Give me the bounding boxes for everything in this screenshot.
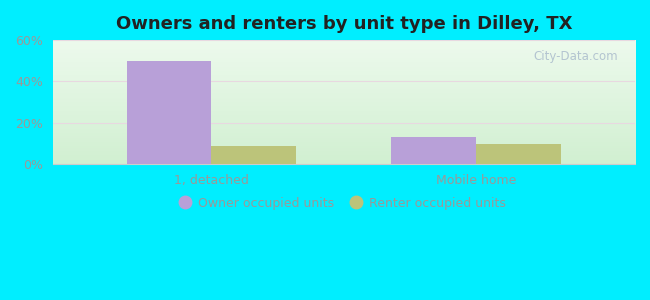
Legend: Owner occupied units, Renter occupied units: Owner occupied units, Renter occupied un… [181,197,506,210]
Text: City-Data.com: City-Data.com [533,50,618,63]
Bar [391,137,476,164]
Bar [211,146,296,164]
Bar [127,61,211,164]
Title: Owners and renters by unit type in Dilley, TX: Owners and renters by unit type in Dille… [116,15,572,33]
Bar [476,143,561,164]
